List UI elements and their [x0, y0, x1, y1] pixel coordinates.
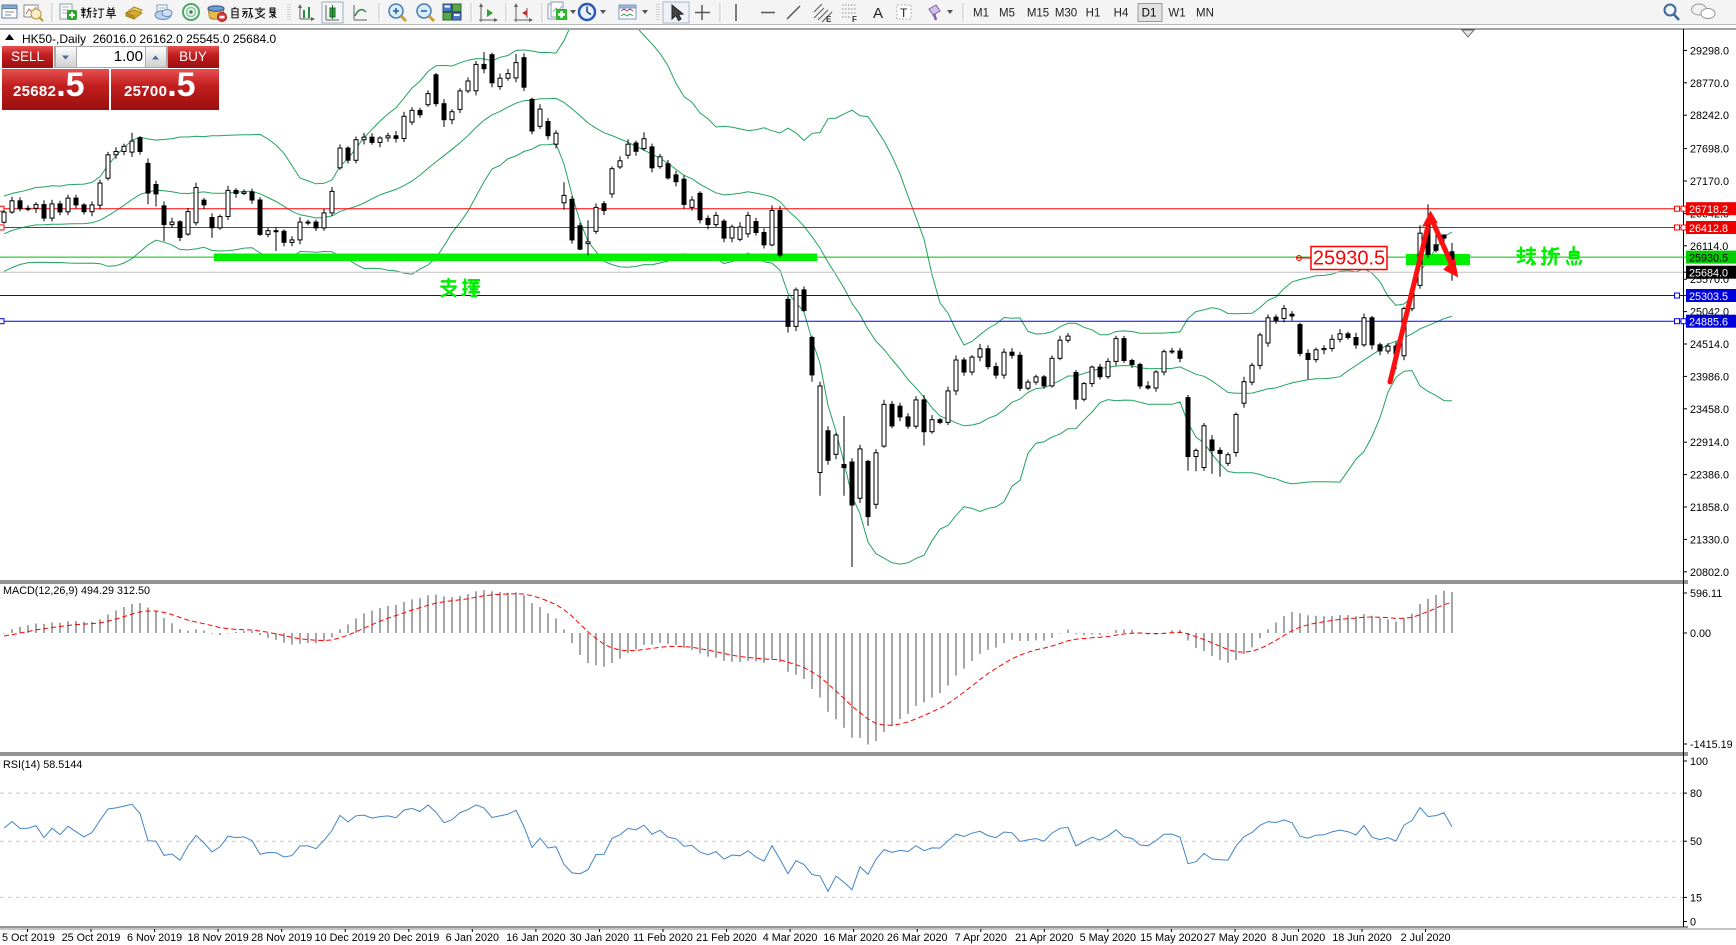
- svg-text:HK50-,Daily 26016.0 26162.0 2: HK50-,Daily 26016.0 26162.0 25545.0 2568…: [22, 32, 277, 46]
- svg-text:MN: MN: [1196, 8, 1214, 20]
- svg-text:23458.0: 23458.0: [1690, 404, 1729, 416]
- svg-text:25930.5: 25930.5: [1689, 253, 1728, 265]
- svg-text:MACD(12,26,9) 494.29 312.50: MACD(12,26,9) 494.29 312.50: [3, 585, 150, 597]
- svg-text:27698.0: 27698.0: [1690, 144, 1729, 156]
- svg-text:10 Dec 2019: 10 Dec 2019: [315, 932, 376, 944]
- svg-text:18 Nov 2019: 18 Nov 2019: [187, 932, 248, 944]
- svg-text:25 Oct 2019: 25 Oct 2019: [62, 932, 121, 944]
- svg-text:21330.0: 21330.0: [1690, 534, 1729, 546]
- svg-text:16 Jan 2020: 16 Jan 2020: [506, 932, 565, 944]
- svg-text:5 Oct 2019: 5 Oct 2019: [2, 932, 55, 944]
- svg-text:-1415.19: -1415.19: [1690, 739, 1733, 751]
- svg-text:11 Feb 2020: 11 Feb 2020: [633, 932, 693, 944]
- svg-text:15 May 2020: 15 May 2020: [1140, 932, 1202, 944]
- svg-text:100: 100: [1690, 756, 1708, 768]
- svg-text:28 Nov 2019: 28 Nov 2019: [251, 932, 312, 944]
- svg-text:5 May 2020: 5 May 2020: [1080, 932, 1136, 944]
- svg-text:22914.0: 22914.0: [1690, 437, 1729, 449]
- svg-text:M5: M5: [999, 8, 1015, 20]
- svg-text:W1: W1: [1168, 8, 1185, 20]
- svg-text:18 Jun 2020: 18 Jun 2020: [1332, 932, 1391, 944]
- svg-text:27 May 2020: 27 May 2020: [1204, 932, 1266, 944]
- svg-text:M30: M30: [1055, 8, 1077, 20]
- svg-text:26114.0: 26114.0: [1690, 241, 1728, 253]
- svg-text:F: F: [852, 15, 857, 24]
- svg-text:D1: D1: [1142, 8, 1157, 20]
- svg-text:T: T: [900, 6, 908, 20]
- svg-text:27170.0: 27170.0: [1690, 176, 1729, 188]
- svg-text:28770.0: 28770.0: [1690, 78, 1729, 90]
- svg-text:20 Dec 2019: 20 Dec 2019: [378, 932, 439, 944]
- svg-text:H4: H4: [1114, 8, 1129, 20]
- svg-text:25930.5: 25930.5: [1313, 248, 1385, 270]
- svg-text:20802.0: 20802.0: [1690, 567, 1729, 579]
- svg-text:26 Mar 2020: 26 Mar 2020: [887, 932, 948, 944]
- svg-text:23986.0: 23986.0: [1690, 371, 1729, 383]
- svg-text:21858.0: 21858.0: [1690, 502, 1729, 514]
- svg-text:15: 15: [1690, 892, 1702, 904]
- svg-text:24514.0: 24514.0: [1690, 339, 1729, 351]
- svg-text:H1: H1: [1086, 8, 1101, 20]
- svg-text:21 Apr 2020: 21 Apr 2020: [1015, 932, 1073, 944]
- svg-text:22386.0: 22386.0: [1690, 470, 1729, 482]
- svg-text:M15: M15: [1027, 8, 1049, 20]
- svg-text:6 Nov 2019: 6 Nov 2019: [127, 932, 182, 944]
- svg-text:0.00: 0.00: [1690, 628, 1711, 640]
- svg-text:7 Apr 2020: 7 Apr 2020: [955, 932, 1007, 944]
- svg-text:25684.0: 25684.0: [1689, 268, 1728, 280]
- svg-text:RSI(14) 58.5144: RSI(14) 58.5144: [3, 759, 82, 771]
- svg-text:80: 80: [1690, 788, 1702, 800]
- svg-text:596.11: 596.11: [1690, 588, 1722, 600]
- svg-text:21 Feb 2020: 21 Feb 2020: [696, 932, 757, 944]
- svg-text:0: 0: [1690, 917, 1696, 929]
- svg-text:30 Jan 2020: 30 Jan 2020: [570, 932, 629, 944]
- svg-text:26718.2: 26718.2: [1689, 204, 1728, 216]
- svg-text:8 Jun 2020: 8 Jun 2020: [1272, 932, 1325, 944]
- svg-text:M1: M1: [973, 8, 989, 20]
- svg-text:A: A: [873, 5, 883, 22]
- svg-text:25303.5: 25303.5: [1689, 291, 1728, 303]
- svg-text:6 Jan 2020: 6 Jan 2020: [446, 932, 499, 944]
- svg-text:E: E: [826, 15, 832, 24]
- svg-text:2 Jul 2020: 2 Jul 2020: [1401, 932, 1451, 944]
- svg-text:16 Mar 2020: 16 Mar 2020: [823, 932, 884, 944]
- svg-text:50: 50: [1690, 836, 1702, 848]
- svg-text:26412.8: 26412.8: [1689, 223, 1728, 235]
- svg-text:24885.6: 24885.6: [1689, 317, 1728, 329]
- svg-text:29298.0: 29298.0: [1690, 45, 1729, 57]
- svg-text:28242.0: 28242.0: [1690, 110, 1729, 122]
- svg-text:4 Mar 2020: 4 Mar 2020: [763, 932, 818, 944]
